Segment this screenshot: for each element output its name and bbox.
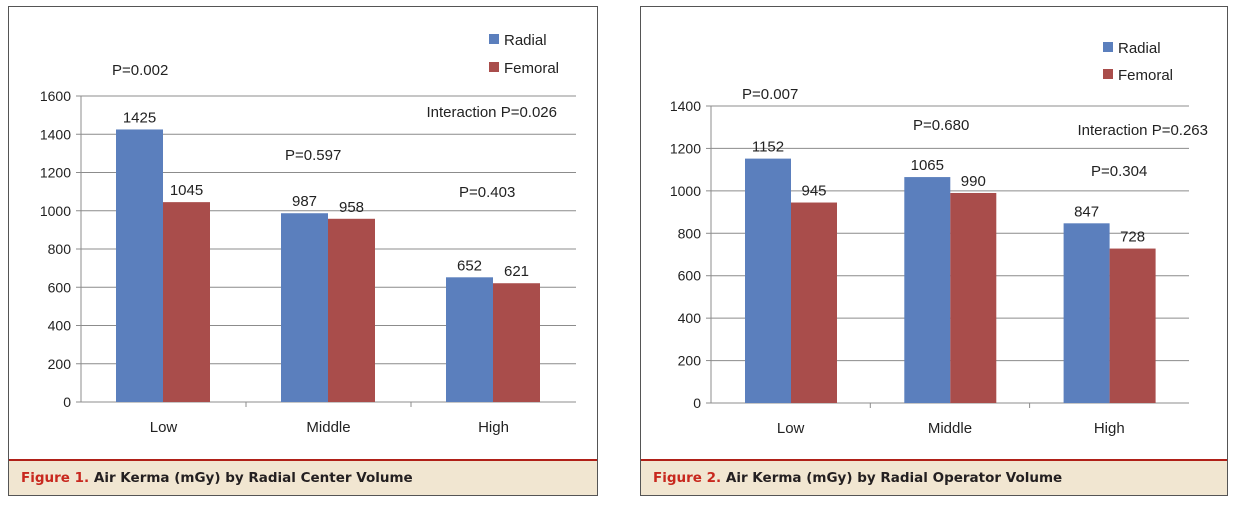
fig2-y-tick-label: 1200	[670, 140, 701, 156]
fig1-y-tick-label: 600	[48, 279, 72, 295]
fig2-y-tick-label: 800	[678, 225, 702, 241]
fig2-y-tick-label: 200	[678, 353, 702, 369]
fig2-p-value-annotation: P=0.007	[742, 86, 798, 103]
fig1-p-value-annotation: P=0.597	[285, 147, 341, 164]
fig1-category-label: High	[478, 419, 509, 436]
fig1-y-tick-label: 400	[48, 318, 72, 334]
fig2-y-tick-label: 0	[693, 395, 701, 411]
fig2-y-tick-label: 600	[678, 268, 702, 284]
fig1-legend-swatch-femoral	[489, 62, 499, 72]
fig1-bar-femoral-high	[493, 283, 540, 402]
fig1-y-tick-label: 200	[48, 356, 72, 372]
figure-1-caption-number: Figure 1.	[21, 470, 90, 486]
figure-2-caption: Figure 2. Air Kerma (mGy) by Radial Oper…	[641, 459, 1227, 495]
fig2-data-label: 990	[961, 173, 986, 190]
fig1-bar-femoral-low	[163, 202, 210, 402]
fig1-y-tick-label: 0	[63, 394, 71, 410]
fig2-bar-femoral-low	[791, 202, 837, 403]
fig1-y-tick-label: 1000	[40, 203, 71, 219]
fig1-p-value-annotation: P=0.403	[459, 184, 515, 201]
figure-1-chart: 0 200 400 600 800 1000 1200 1400 1600 1425 1045 Low…	[40, 32, 576, 436]
fig1-data-label: 958	[339, 199, 364, 216]
fig1-legend-label-femoral: Femoral	[504, 60, 559, 77]
fig2-y-tick-label: 1000	[670, 183, 701, 199]
fig2-y-tick-label: 1400	[670, 98, 701, 114]
fig1-bar-radial-middle	[281, 213, 328, 402]
figure-2-chart: 0 200 400 600 800 1000 1200 1400 1152 945 Low 1065 9…	[670, 40, 1208, 437]
fig2-bar-radial-middle	[904, 177, 951, 403]
fig2-legend-swatch-radial	[1103, 42, 1113, 52]
fig1-y-tick-label: 1200	[40, 165, 71, 181]
fig1-p-value-annotation: Interaction P=0.026	[426, 104, 557, 121]
figure-2-caption-text: Air Kerma (mGy) by Radial Operator Volum…	[725, 470, 1063, 486]
fig2-data-label: 1065	[911, 157, 944, 174]
fig1-legend-swatch-radial	[489, 34, 499, 44]
fig1-y-tick-label: 1400	[40, 126, 71, 142]
figure-2-panel: 0 200 400 600 800 1000 1200 1400 1152 945 Low 1065 9…	[640, 6, 1228, 496]
fig2-y-tick-label: 400	[678, 310, 702, 326]
fig2-bar-radial-high	[1063, 223, 1110, 403]
fig1-data-label: 621	[504, 263, 529, 280]
figure-1-panel: 0 200 400 600 800 1000 1200 1400 1600 1425 1045 Low…	[8, 6, 598, 496]
fig2-data-label: 945	[801, 183, 826, 200]
fig2-category-label: Middle	[928, 420, 972, 437]
fig2-bar-femoral-middle	[950, 192, 997, 403]
fig2-category-label: Low	[777, 420, 805, 437]
fig1-category-label: Middle	[306, 419, 350, 436]
fig2-category-label: High	[1094, 420, 1125, 437]
fig2-p-value-annotation: Interaction P=0.263	[1077, 122, 1208, 139]
fig1-y-tick-label: 800	[48, 241, 72, 257]
fig2-bar-radial-low	[745, 158, 791, 403]
fig1-data-label: 1425	[123, 109, 156, 126]
fig2-legend-label-femoral: Femoral	[1118, 67, 1173, 84]
fig2-data-label: 728	[1120, 229, 1145, 246]
figure-1-caption: Figure 1. Air Kerma (mGy) by Radial Cent…	[9, 459, 597, 495]
figure-2-caption-number: Figure 2.	[653, 470, 722, 486]
fig1-bar-radial-low	[116, 129, 163, 402]
fig1-legend-label-radial: Radial	[504, 32, 547, 49]
fig2-data-label: 847	[1074, 203, 1099, 220]
fig2-legend-swatch-femoral	[1103, 69, 1113, 79]
fig2-data-label: 1152	[752, 139, 784, 156]
fig2-p-value-annotation: P=0.680	[913, 117, 969, 134]
fig1-bar-radial-high	[446, 277, 493, 402]
figure-1-caption-text: Air Kerma (mGy) by Radial Center Volume	[93, 470, 413, 486]
fig1-bar-femoral-middle	[328, 218, 375, 402]
fig2-legend-label-radial: Radial	[1118, 40, 1161, 57]
fig1-data-label: 652	[457, 257, 482, 274]
fig1-category-label: Low	[150, 419, 178, 436]
fig2-bar-femoral-high	[1109, 248, 1156, 403]
fig1-y-tick-label: 1600	[40, 88, 71, 104]
fig1-p-value-annotation: P=0.002	[112, 62, 168, 79]
fig1-data-label: 1045	[170, 182, 203, 199]
fig1-data-label: 987	[292, 193, 317, 210]
fig2-p-value-annotation: P=0.304	[1091, 163, 1147, 180]
